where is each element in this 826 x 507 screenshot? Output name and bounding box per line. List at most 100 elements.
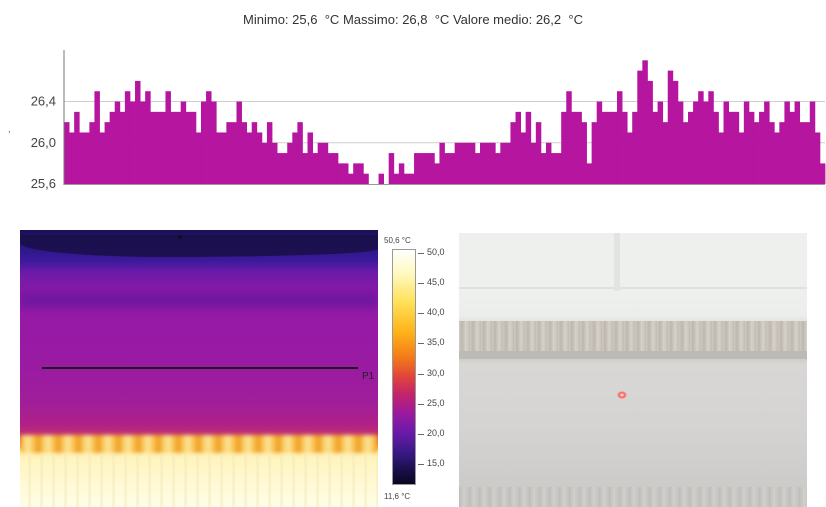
chart-bar [429,153,435,184]
chart-bar [79,132,85,184]
chart-bar [256,132,263,184]
chart-bar [200,101,207,184]
chart-bar [520,132,527,184]
chart-bar [733,111,740,184]
chart-bar [104,122,111,184]
chart-bar [434,163,440,184]
chart-bar [515,111,521,184]
chart-axis [63,50,825,185]
chart-bar [292,132,298,184]
scale-max-label: 50,6 °C [384,236,411,245]
chart-bar [124,91,131,184]
chart-bar [332,153,339,184]
chart-bar [728,111,735,184]
window-post [614,233,620,291]
chart-bar [277,153,283,184]
chart-bar [693,101,699,184]
chart-bar [297,122,303,184]
hotspot-marker [178,235,182,239]
sill-shadow [459,351,807,359]
chart-bar [759,111,765,184]
scale-tick [418,464,424,466]
chart-bar [764,101,770,184]
chart-bar [571,111,577,184]
chart-bar [794,101,801,184]
chart-bar [799,122,806,184]
chart-bar [74,111,80,184]
chart-bar [718,132,724,184]
chart-bar [206,91,212,184]
chart-bar [616,91,623,184]
chart-bar [814,132,821,184]
chart-bar [769,122,775,184]
scale-tick [418,343,424,345]
chart-bar [185,111,192,184]
scale-tick-label: 50,0 [427,246,445,257]
chart-bar [398,163,405,184]
chart-bar [743,101,750,184]
scale-tick-label: 20,0 [427,428,445,439]
scale-tick [418,252,424,254]
scale-tick-label: 40,0 [427,307,445,318]
chart-bar [89,122,95,184]
chart-bar [642,60,648,184]
chart-bar [551,153,557,184]
chart-bar [175,111,182,184]
chart-bar [698,91,704,184]
chart-bar [165,91,171,184]
chart-bar [556,153,562,184]
chart-bar [459,142,466,184]
chart-bar [114,101,121,184]
chart-bar [611,111,618,184]
measure-line-p1[interactable] [42,367,358,369]
chart-bar [581,122,587,184]
chart-bar [129,101,136,184]
scale-tick-label: 45,0 [427,276,445,287]
chart-bar [652,111,658,184]
chart-bar [703,101,709,184]
chart-bar [591,122,598,184]
chart-bar [266,122,273,184]
max-unit: °C [434,12,450,27]
chart-bar [708,91,714,184]
chart-bar [221,132,227,184]
chart-bar [322,142,329,184]
chart-bar [804,122,811,184]
chart-bar [140,101,146,184]
chart-bar [343,163,349,184]
chart-bar [64,122,70,184]
chart-bar [358,163,364,184]
chart-bar [789,111,795,184]
chart-bar [480,142,486,184]
cold-band [20,235,378,257]
chart-bar [99,132,105,184]
max-value: 26,8 [402,12,428,27]
max-label: Massimo: [342,12,399,27]
y-tick-label: 25,6 [31,176,56,190]
chart-bar [408,173,415,184]
chart-bar [596,101,603,184]
avg-value: 26,2 [535,12,562,27]
y-tick-label: 26,4 [31,94,56,109]
chart-bar [809,101,816,184]
chart-bar [190,111,197,184]
chart-bar [586,163,593,184]
chart-bar [606,111,613,184]
chart-bar [231,122,237,184]
chart-bar [632,111,638,184]
chart-ticks: 25,6 26,0 26,4 [31,94,56,190]
chart-bar [723,101,729,184]
chart-bar [576,111,582,184]
chart-bar [667,70,674,184]
chart-bar [474,153,481,184]
chart-bar [393,173,400,184]
chart-bar [419,153,425,184]
chart-bar [505,142,511,184]
chart-bar [414,153,420,184]
chart-bar [469,142,476,184]
chart-bar [94,91,100,184]
chart-bar [748,111,755,184]
y-tick-label: 26,0 [31,135,56,150]
chart-bar [495,153,501,184]
visual-photo [459,233,807,507]
